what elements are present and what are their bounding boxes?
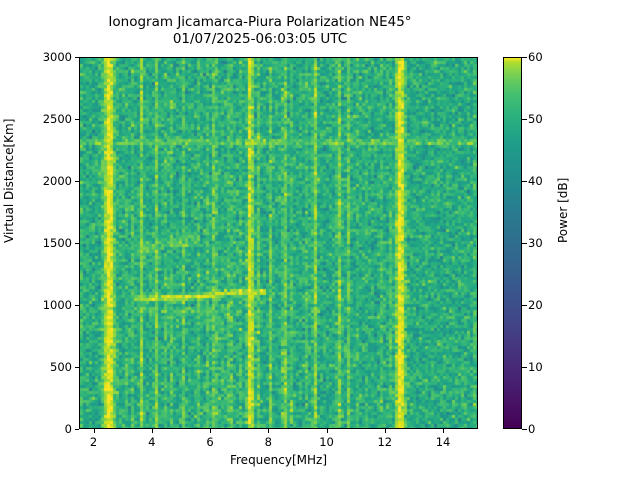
colorbar-tick-mark (522, 243, 527, 244)
y-tick-mark (75, 57, 79, 58)
colorbar-tick-mark (522, 305, 527, 306)
y-tick-mark (75, 305, 79, 306)
title-line-1: Ionogram Jicamarca-Piura Polarization NE… (108, 14, 412, 30)
colorbar-tick-mark (522, 429, 527, 430)
y-tick-label: 0 (64, 422, 72, 436)
colorbar-tick-label: 50 (528, 112, 543, 126)
colorbar (503, 57, 522, 429)
x-tick-mark (326, 429, 328, 433)
x-tick-mark (151, 429, 153, 433)
colorbar-tick-mark (522, 181, 527, 182)
colorbar-tick-mark (522, 367, 527, 368)
y-tick-label: 1500 (42, 236, 72, 250)
y-tick-label: 2500 (42, 112, 72, 126)
colorbar-tick-label: 30 (528, 236, 543, 250)
y-tick-mark (75, 243, 79, 244)
colorbar-label: Power [dB] (556, 177, 570, 243)
x-tick-mark (210, 429, 212, 433)
y-tick-mark (75, 367, 79, 368)
colorbar-tick-label: 10 (528, 360, 543, 374)
x-tick-mark (93, 429, 95, 433)
y-axis-label: Virtual Distance[Km] (2, 118, 16, 243)
heatmap-canvas (80, 58, 477, 428)
colorbar-tick-mark (522, 57, 527, 58)
colorbar-tick-mark (522, 119, 527, 120)
x-tick-mark (443, 429, 445, 433)
ionogram-heatmap-plot (79, 57, 478, 429)
x-tick-label: 8 (264, 435, 272, 449)
x-tick-label: 6 (206, 435, 214, 449)
colorbar-tick-label: 60 (528, 50, 543, 64)
y-tick-mark (75, 181, 79, 182)
x-tick-mark (268, 429, 270, 433)
figure-title: Ionogram Jicamarca-Piura Polarization NE… (0, 14, 520, 47)
y-tick-mark (75, 429, 79, 430)
x-tick-label: 10 (319, 435, 334, 449)
colorbar-tick-label: 0 (528, 422, 536, 436)
title-line-2: 01/07/2025-06:03:05 UTC (172, 30, 348, 47)
colorbar-tick-label: 40 (528, 174, 543, 188)
colorbar-tick-label: 20 (528, 298, 543, 312)
y-tick-mark (75, 119, 79, 120)
x-tick-mark (384, 429, 386, 433)
y-tick-label: 3000 (42, 50, 72, 64)
x-tick-label: 12 (377, 435, 393, 449)
y-tick-label: 500 (50, 360, 72, 374)
x-tick-label: 4 (148, 435, 156, 449)
x-axis-label: Frequency[MHz] (229, 453, 328, 467)
y-tick-label: 1000 (42, 298, 72, 312)
y-tick-label: 2000 (42, 174, 72, 188)
x-tick-label: 2 (89, 435, 98, 449)
x-tick-label: 14 (435, 435, 451, 449)
